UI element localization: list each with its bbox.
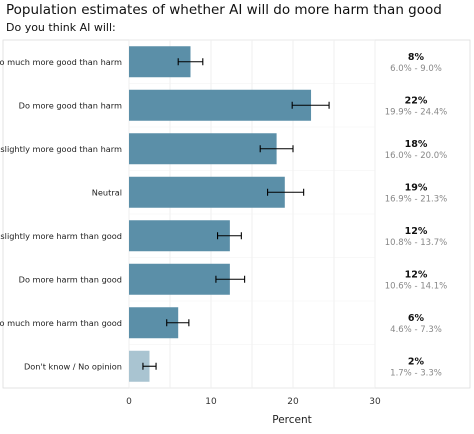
ci-label: 19.9% - 24.4%: [385, 107, 447, 117]
x-axis-label: Percent: [272, 414, 312, 426]
bar: [129, 89, 312, 121]
category-label: Do more good than harm: [19, 100, 122, 110]
value-label: 19%: [405, 182, 428, 193]
x-tick-label: 20: [287, 397, 299, 407]
x-tick-label: 10: [205, 397, 217, 407]
ci-label: 16.0% - 20.0%: [385, 151, 447, 161]
ci-label: 1.7% - 3.3%: [390, 368, 442, 378]
ci-label: 16.9% - 21.3%: [385, 194, 447, 204]
category-label: Do more harm than good: [19, 274, 122, 284]
ci-label: 6.0% - 9.0%: [390, 64, 442, 74]
bar: [129, 263, 230, 295]
value-label: 22%: [405, 95, 428, 106]
ci-label: 10.6% - 14.1%: [385, 281, 447, 291]
bar: [129, 220, 230, 252]
value-label: 2%: [408, 356, 425, 367]
bar: [129, 176, 285, 208]
value-label: 18%: [405, 139, 428, 150]
category-label: Do much more harm than good: [0, 318, 122, 328]
ci-label: 10.8% - 13.7%: [385, 238, 447, 248]
category-label: Don't know / No opinion: [24, 361, 122, 371]
category-label: Neutral: [92, 187, 122, 197]
ci-label: 4.6% - 7.3%: [390, 325, 442, 335]
category-label: Do slightly more harm than good: [0, 231, 122, 241]
bar: [129, 350, 150, 382]
chart-subtitle: Do you think AI will:: [6, 21, 116, 34]
x-tick-label: 30: [369, 397, 381, 407]
chart-title: Population estimates of whether AI will …: [6, 2, 442, 18]
category-label: Do much more good than harm: [0, 57, 122, 67]
x-tick-label: 0: [126, 397, 132, 407]
value-label: 12%: [405, 269, 428, 280]
value-label: 8%: [408, 52, 425, 63]
value-label: 6%: [408, 313, 425, 324]
category-label: Do slightly more good than harm: [0, 144, 122, 154]
bar: [129, 133, 277, 165]
value-label: 12%: [405, 226, 428, 237]
